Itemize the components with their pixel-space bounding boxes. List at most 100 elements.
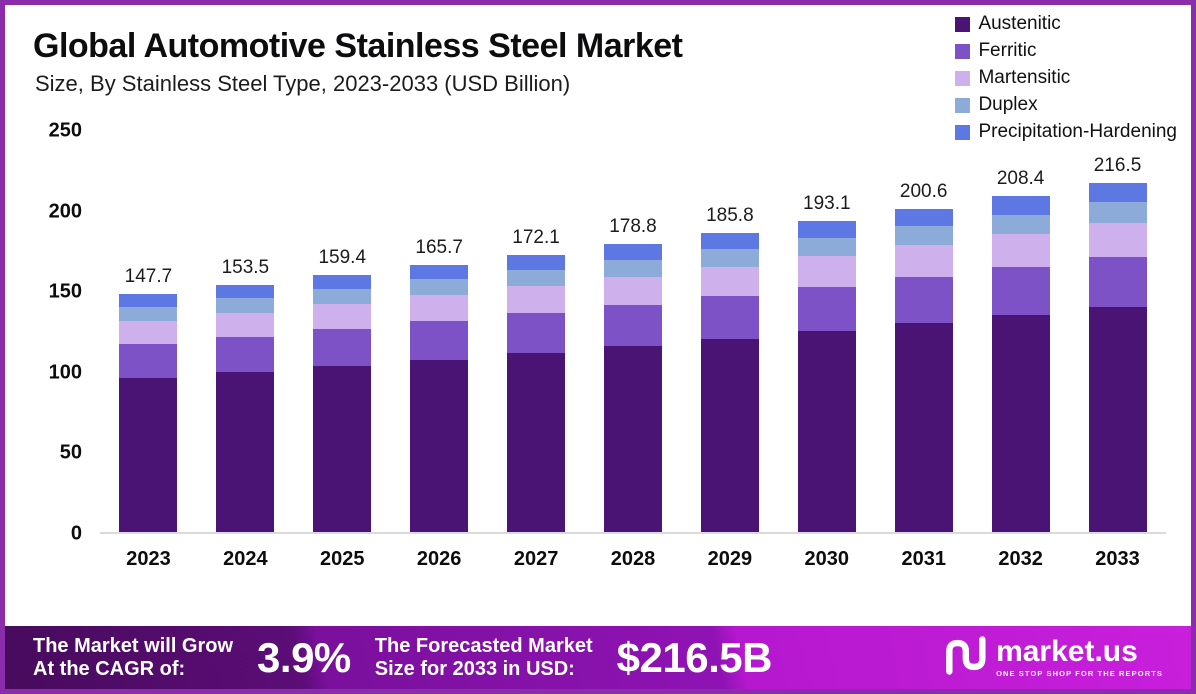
bar-column-2029: 185.8 2029 bbox=[681, 129, 778, 570]
legend-label: Martensitic bbox=[978, 67, 1071, 88]
bar-segment-austenitic bbox=[991, 315, 1050, 532]
y-axis: 0 50 100 150 200 250 bbox=[20, 120, 82, 545]
bar-segment-duplex bbox=[991, 214, 1050, 235]
bar-group: 147.7 2023 153.5 2024 159.4 2025 165.7 2026 172.… bbox=[100, 129, 1166, 570]
bar-segment-ferritic bbox=[119, 344, 178, 379]
bar-segment-ferritic bbox=[700, 295, 759, 339]
bar-total-label: 165.7 bbox=[415, 236, 463, 258]
bar-segment-martensitic bbox=[507, 286, 566, 314]
bar-segment-precipitation-hardening bbox=[1088, 183, 1147, 203]
y-tick-label: 250 bbox=[48, 119, 82, 142]
bar-total-label: 208.4 bbox=[996, 168, 1045, 190]
x-axis-label: 2033 bbox=[1095, 548, 1140, 570]
bar-segment-austenitic bbox=[603, 346, 662, 532]
bar-segment-martensitic bbox=[797, 256, 856, 287]
x-axis-label: 2027 bbox=[513, 548, 559, 570]
stacked-bar bbox=[507, 254, 566, 532]
bar-segment-duplex bbox=[507, 269, 566, 287]
x-axis-label: 2025 bbox=[320, 548, 365, 570]
bar-segment-precipitation-hardening bbox=[894, 208, 953, 227]
x-axis-label: 2024 bbox=[223, 548, 268, 570]
y-tick-label: 0 bbox=[70, 522, 82, 545]
bar-total-label: 200.6 bbox=[899, 180, 948, 202]
bar-segment-austenitic bbox=[216, 372, 275, 532]
bar-segment-martensitic bbox=[119, 321, 178, 345]
bar-segment-duplex bbox=[603, 259, 662, 277]
bar-segment-martensitic bbox=[991, 234, 1050, 267]
brand-tagline: ONE STOP SHOP FOR THE REPORTS bbox=[996, 669, 1163, 679]
bar-segment-ferritic bbox=[216, 336, 275, 373]
bar-segment-duplex bbox=[700, 248, 759, 267]
bar-column-2025: 159.4 2025 bbox=[294, 129, 391, 570]
bar-segment-ferritic bbox=[894, 276, 953, 324]
bar-segment-precipitation-hardening bbox=[216, 284, 275, 299]
bar-segment-duplex bbox=[216, 298, 275, 313]
bar-column-2028: 178.8 2028 bbox=[585, 129, 682, 570]
x-axis-label: 2030 bbox=[804, 548, 850, 570]
x-axis-label: 2023 bbox=[126, 548, 171, 570]
stacked-bar bbox=[603, 243, 662, 532]
bar-segment-ferritic bbox=[797, 286, 856, 332]
legend-swatch-icon bbox=[955, 16, 971, 32]
x-axis-label: 2032 bbox=[998, 548, 1043, 570]
bar-segment-precipitation-hardening bbox=[507, 254, 566, 270]
bar-segment-austenitic bbox=[700, 338, 759, 532]
bar-segment-martensitic bbox=[894, 245, 953, 277]
bottom-banner: The Market will Grow At the CAGR of: 3.9… bbox=[5, 626, 1191, 689]
brand-name: market.us bbox=[996, 635, 1138, 669]
legend-item-austenitic: Austenitic bbox=[955, 13, 1177, 35]
bar-segment-martensitic bbox=[700, 266, 759, 296]
legend-item-precipitation-hardening: Precipitation-Hardening bbox=[955, 121, 1177, 143]
legend-swatch-icon bbox=[955, 43, 971, 59]
stacked-bar bbox=[991, 196, 1050, 532]
stacked-bar bbox=[797, 220, 856, 532]
legend-label: Precipitation-Hardening bbox=[978, 121, 1177, 142]
bar-segment-austenitic bbox=[894, 323, 953, 532]
forecast-label: The Forecasted Market Size for 2033 in U… bbox=[374, 634, 593, 680]
bar-total-label: 172.1 bbox=[512, 226, 560, 248]
stacked-bar bbox=[119, 293, 178, 532]
bar-total-label: 216.5 bbox=[1093, 155, 1142, 177]
bar-segment-austenitic bbox=[119, 378, 178, 532]
chart-plot-area: 147.7 2023 153.5 2024 159.4 2025 165.7 2026 172.… bbox=[100, 129, 1166, 570]
x-axis-label: 2028 bbox=[610, 548, 656, 570]
bar-segment-precipitation-hardening bbox=[119, 293, 178, 307]
bar-segment-austenitic bbox=[410, 359, 469, 532]
legend-item-duplex: Duplex bbox=[955, 94, 1177, 116]
brand-text: market.us ONE STOP SHOP FOR THE REPORTS bbox=[996, 637, 1163, 678]
bar-column-2023: 147.7 2023 bbox=[100, 129, 197, 570]
x-axis-label: 2026 bbox=[416, 548, 462, 570]
cagr-label: The Market will Grow At the CAGR of: bbox=[33, 634, 234, 680]
x-axis-label: 2029 bbox=[707, 548, 753, 570]
page-title: Global Automotive Stainless Steel Market bbox=[33, 27, 683, 65]
bar-segment-martensitic bbox=[410, 295, 469, 322]
forecast-value: $216.5B bbox=[616, 633, 773, 681]
legend-label: Austenitic bbox=[978, 13, 1061, 34]
page-subtitle: Size, By Stainless Steel Type, 2023-2033… bbox=[35, 71, 571, 96]
bar-total-label: 185.8 bbox=[706, 204, 754, 226]
bar-segment-ferritic bbox=[507, 313, 566, 354]
bar-segment-precipitation-hardening bbox=[700, 232, 759, 249]
bar-segment-precipitation-hardening bbox=[797, 220, 856, 238]
bar-segment-duplex bbox=[410, 279, 469, 296]
bar-segment-duplex bbox=[313, 289, 372, 305]
bar-segment-austenitic bbox=[797, 331, 856, 532]
bar-segment-ferritic bbox=[991, 267, 1050, 316]
stacked-bar bbox=[216, 284, 275, 532]
bar-column-2024: 153.5 2024 bbox=[197, 129, 294, 570]
bar-segment-martensitic bbox=[313, 304, 372, 330]
legend-label: Duplex bbox=[978, 94, 1038, 115]
legend-label: Ferritic bbox=[978, 40, 1037, 61]
stacked-bar bbox=[1088, 183, 1147, 532]
legend-swatch-icon bbox=[955, 70, 971, 86]
legend-item-ferritic: Ferritic bbox=[955, 40, 1177, 62]
bar-segment-duplex bbox=[797, 237, 856, 257]
bar-column-2027: 172.1 2027 bbox=[488, 129, 585, 570]
bar-column-2030: 193.1 2030 bbox=[778, 129, 875, 570]
bar-segment-precipitation-hardening bbox=[410, 264, 469, 280]
bar-column-2031: 200.6 2031 bbox=[875, 129, 972, 570]
bar-segment-austenitic bbox=[507, 353, 566, 532]
bar-segment-precipitation-hardening bbox=[603, 243, 662, 260]
bar-column-2026: 165.7 2026 bbox=[391, 129, 488, 570]
